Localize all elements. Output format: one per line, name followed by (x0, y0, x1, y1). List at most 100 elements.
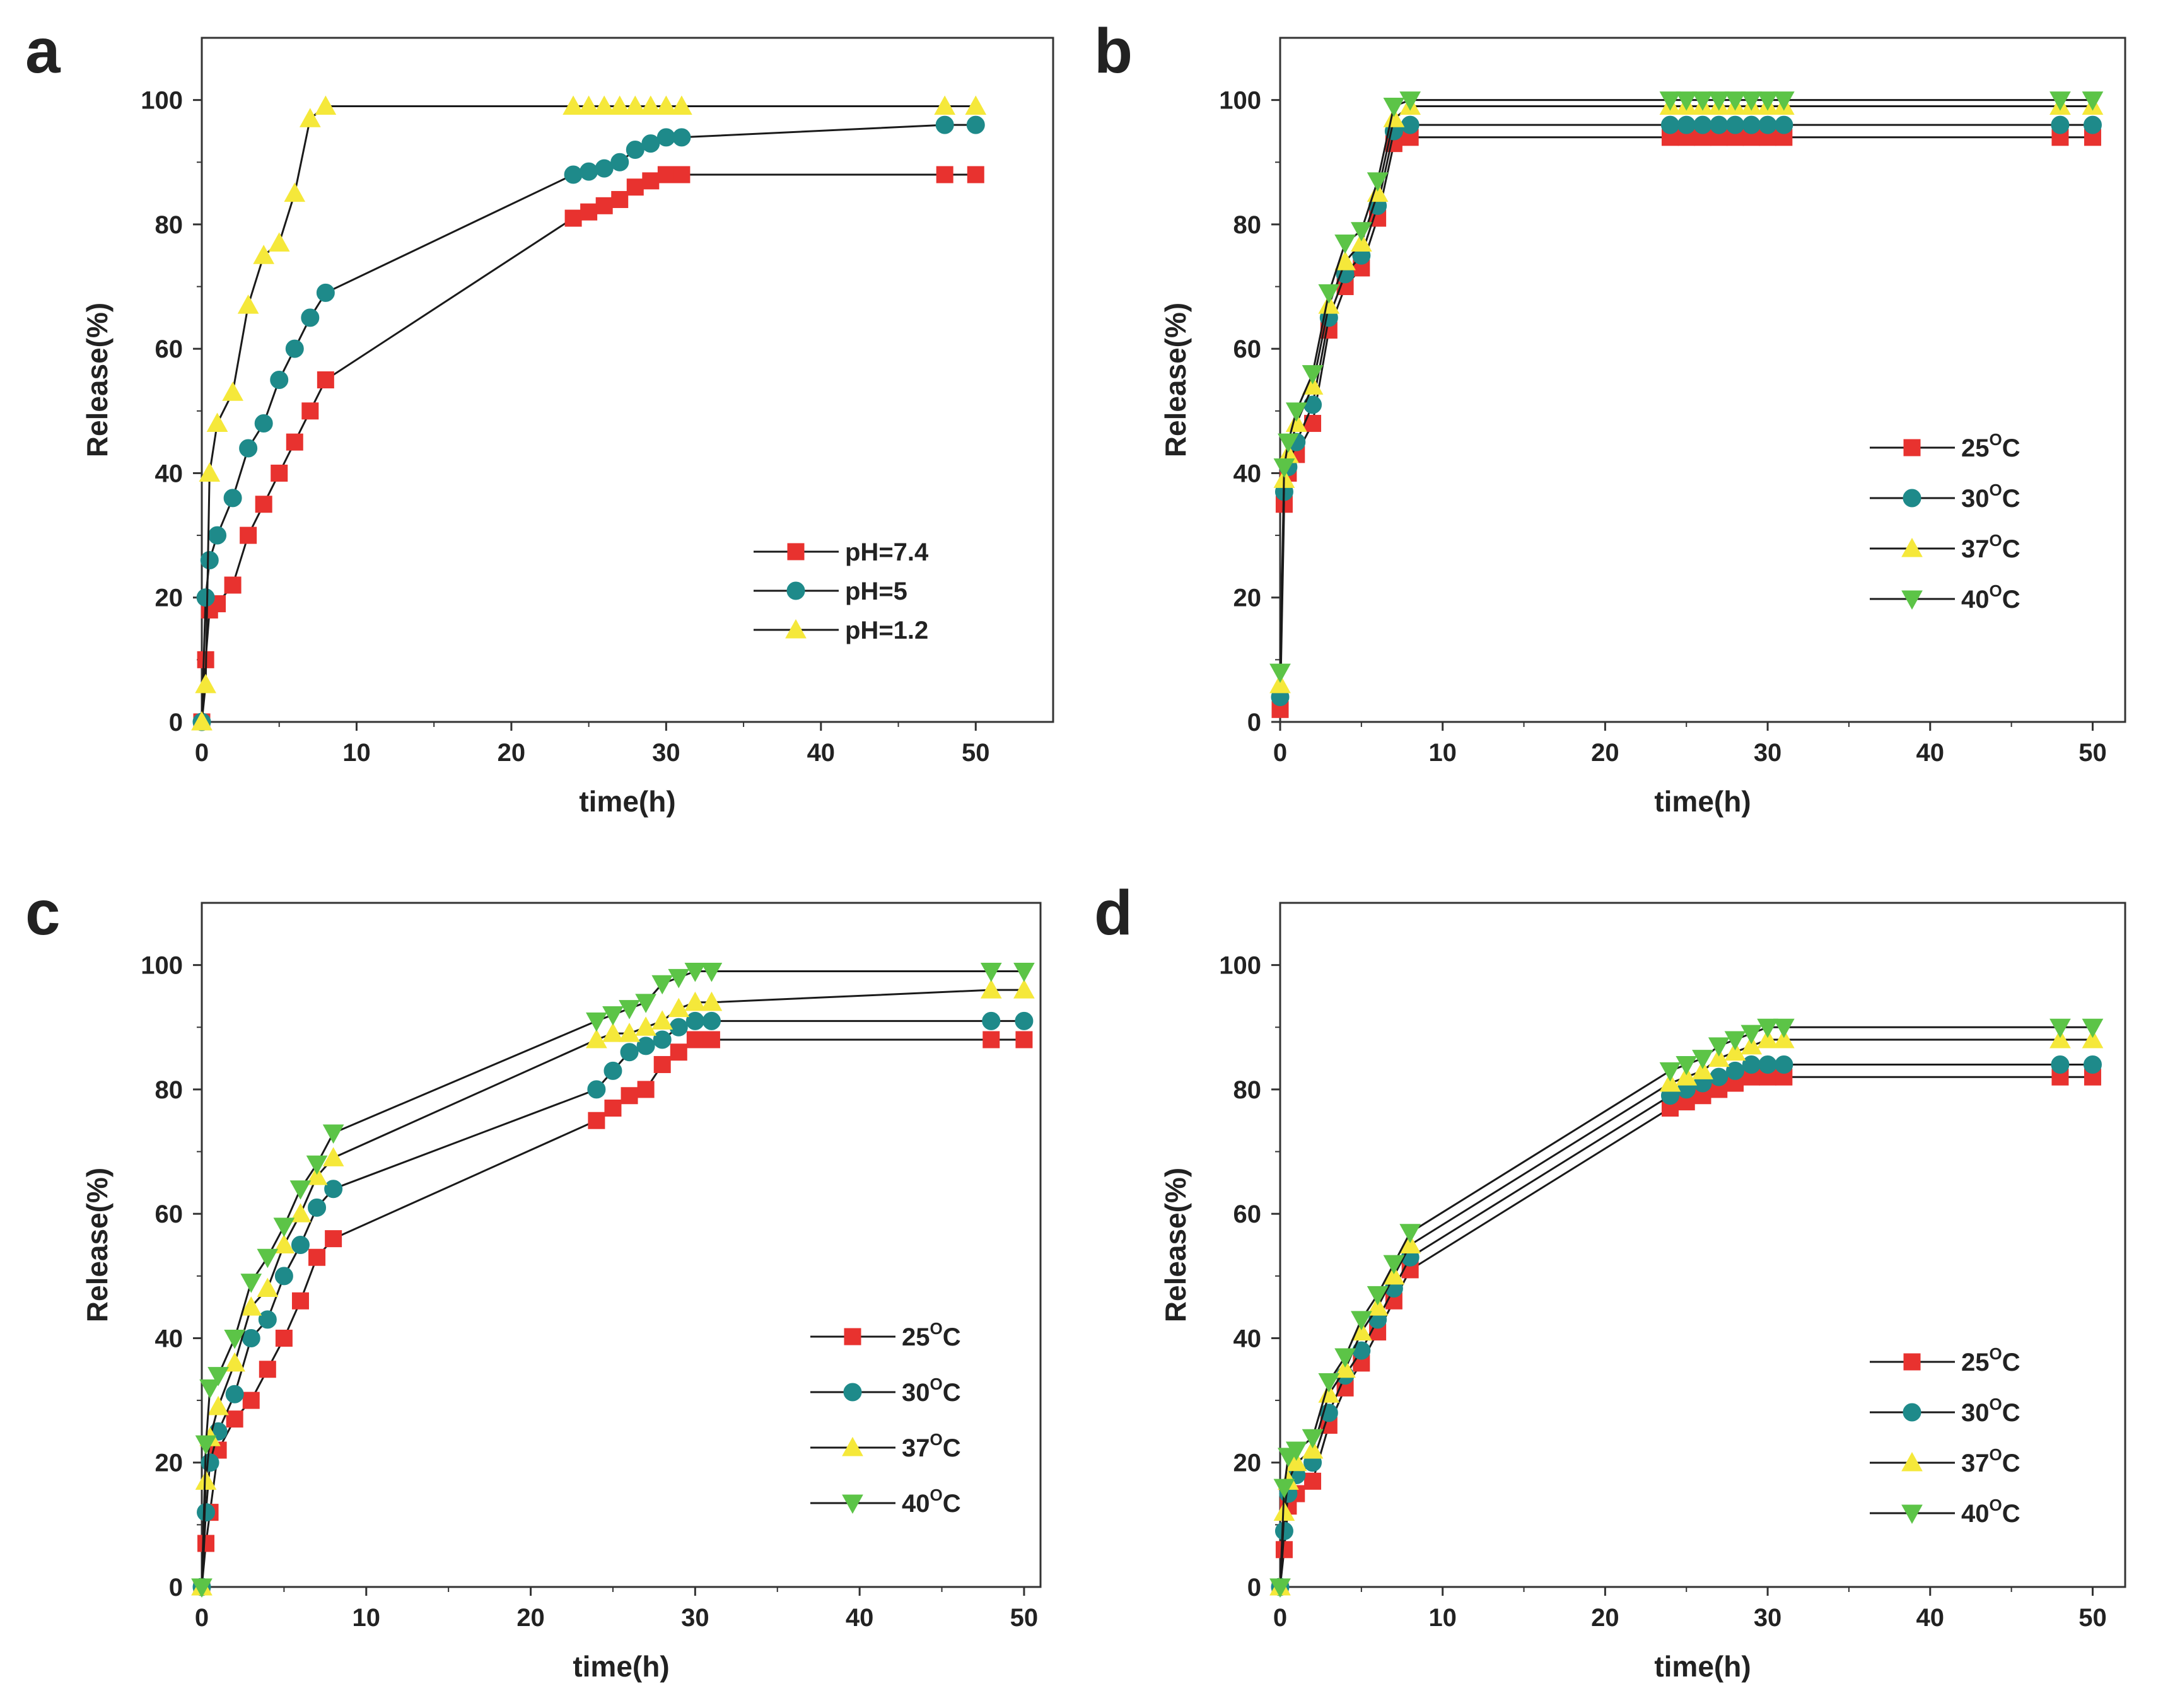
data-point-a-0 (564, 209, 582, 227)
data-point-d-2 (1692, 1060, 1713, 1079)
data-point-d-2 (1757, 1028, 1778, 1049)
legend-label: 40OC (1961, 581, 2020, 613)
data-point-c-0 (275, 1329, 293, 1347)
y-tick-label: 80 (1233, 211, 1262, 239)
data-point-c-2 (619, 1023, 640, 1042)
y-tick-label: 60 (1233, 1200, 1262, 1228)
x-tick-label: 20 (1591, 1604, 1619, 1632)
x-tick-label: 50 (2078, 739, 2107, 767)
y-axis-title: Release(%) (81, 303, 114, 457)
data-point-a-2 (206, 412, 228, 433)
data-point-c-3 (257, 1248, 279, 1269)
y-tick-label: 20 (1233, 1449, 1262, 1477)
legend-label: 30OC (1961, 480, 2020, 513)
data-point-a-2 (655, 95, 677, 115)
data-point-b-3 (1318, 284, 1340, 304)
data-point-c-0 (197, 1535, 215, 1552)
data-point-b-3 (1273, 458, 1295, 478)
data-point-d-1 (1710, 1067, 1729, 1086)
data-point-c-3 (191, 1578, 213, 1598)
legend-marker (844, 1328, 861, 1345)
data-point-d-2 (1740, 1035, 1763, 1055)
legend-label: 40OC (902, 1485, 961, 1518)
data-point-a-1 (200, 551, 219, 570)
data-point-d-2 (1708, 1047, 1730, 1067)
data-point-c-2 (980, 979, 1002, 999)
panel-letter: c (25, 878, 61, 948)
legend-marker (787, 543, 805, 561)
data-point-a-2 (671, 95, 692, 115)
data-point-a-1 (196, 588, 215, 607)
data-point-a-1 (208, 526, 227, 545)
x-tick-label: 10 (353, 1604, 381, 1632)
data-point-c-0 (604, 1100, 622, 1117)
data-point-a-2 (237, 294, 259, 314)
data-point-c-1 (685, 1011, 704, 1030)
data-point-d-3 (1773, 1018, 1795, 1038)
data-point-d-1 (1726, 1061, 1745, 1080)
data-point-a-1 (580, 162, 598, 181)
data-point-d-3 (1269, 1578, 1291, 1598)
panel-d: d 0 10 20 30 40 50 0 20 40 60 80 100 time(h) Release(%… (1094, 878, 2126, 1683)
panel-a: a 0 10 20 30 40 50 0 20 40 60 80 100 time(h) Release(%… (25, 16, 1054, 818)
y-tick-label: 100 (1219, 952, 1261, 980)
data-point-b-3 (1724, 91, 1746, 111)
data-point-a-2 (199, 462, 221, 482)
data-point-a-1 (610, 153, 629, 171)
y-tick-label: 80 (1233, 1076, 1262, 1104)
legend-marker (785, 619, 807, 639)
legend-label: 25OC (902, 1319, 961, 1351)
panel-letter: a (25, 16, 61, 86)
data-point-c-1 (1015, 1011, 1034, 1030)
data-point-c-2 (684, 991, 706, 1011)
plot-frame (1279, 902, 2126, 1588)
data-point-a-2 (609, 95, 631, 115)
data-point-a-2 (222, 381, 243, 401)
panel-letter: b (1094, 16, 1133, 86)
data-point-a-2 (578, 95, 600, 115)
legend-marker (1901, 590, 1923, 610)
data-point-b-3 (1269, 663, 1291, 683)
data-point-c-3 (322, 1124, 344, 1144)
legend-label: pH=5 (845, 578, 907, 605)
legend-marker (786, 581, 805, 600)
data-point-c-0 (291, 1292, 309, 1310)
data-point-c-3 (602, 1006, 624, 1026)
data-point-a-0 (301, 402, 319, 420)
x-axis-title: time(h) (579, 785, 675, 818)
data-point-a-2 (195, 673, 216, 694)
data-point-d-2 (1724, 1041, 1746, 1061)
data-point-d-3 (1399, 1224, 1421, 1243)
legend-marker (1903, 489, 1921, 508)
data-point-c-3 (684, 963, 706, 982)
x-tick-label: 30 (1754, 739, 1782, 767)
data-point-c-1 (291, 1236, 310, 1254)
data-point-d-1 (1775, 1055, 1793, 1074)
legend-label: 37OC (1961, 1445, 2020, 1477)
legend-marker (1903, 1353, 1921, 1371)
data-point-b-1 (1742, 115, 1761, 134)
legend-label: pH=7.4 (845, 538, 929, 566)
data-point-c-1 (197, 1503, 216, 1522)
y-tick-label: 80 (155, 211, 184, 239)
x-tick-label: 0 (1273, 1604, 1287, 1632)
x-tick-label: 40 (846, 1604, 874, 1632)
x-tick-label: 0 (1273, 739, 1287, 767)
data-point-d-2 (1367, 1296, 1389, 1316)
y-tick-label: 20 (155, 584, 184, 612)
data-point-c-1 (702, 1011, 721, 1030)
data-point-a-2 (934, 95, 956, 115)
data-point-d-1 (2051, 1055, 2070, 1074)
data-point-a-2 (315, 95, 337, 115)
data-point-d-3 (1367, 1286, 1389, 1306)
data-point-a-0 (240, 526, 257, 544)
x-tick-label: 20 (498, 739, 526, 767)
data-point-c-0 (226, 1410, 243, 1428)
data-point-c-1 (653, 1030, 672, 1049)
data-point-b-3 (1302, 365, 1324, 385)
data-point-a-2 (593, 95, 615, 115)
y-tick-label: 40 (1233, 460, 1262, 487)
y-tick-label: 0 (1247, 1574, 1261, 1601)
data-point-b-2 (1318, 294, 1340, 314)
data-point-a-1 (270, 371, 289, 389)
